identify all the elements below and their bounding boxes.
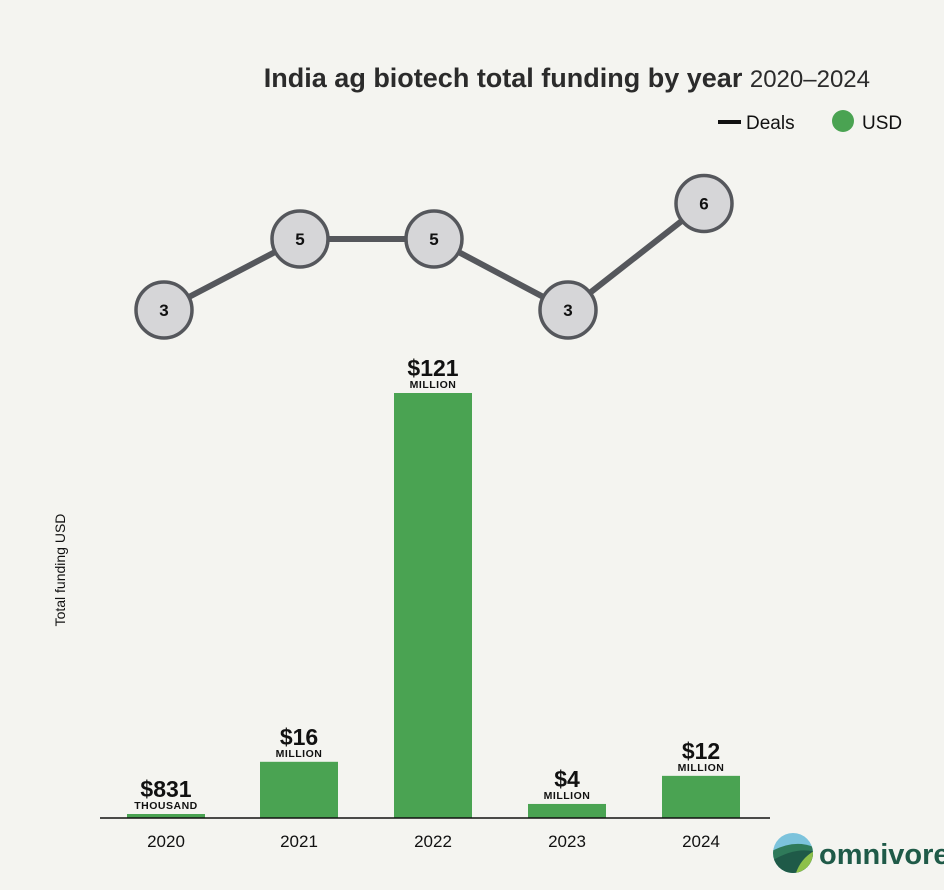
x-tick-label: 2024 xyxy=(682,832,720,851)
deal-count-label: 3 xyxy=(159,301,168,320)
x-tick-label: 2023 xyxy=(548,832,586,851)
deal-count-label: 6 xyxy=(699,195,708,214)
bar-value-label: $4 xyxy=(554,766,580,792)
legend: Deals USD xyxy=(718,110,902,134)
deal-point-2024 xyxy=(674,173,734,234)
deal-count-label: 5 xyxy=(429,230,438,249)
deal-point-2020 xyxy=(134,280,194,340)
bar-value-label: $831 xyxy=(140,776,191,802)
chart-title: India ag biotech total funding by year 2… xyxy=(264,63,870,93)
deal-count-label: 3 xyxy=(563,301,572,320)
legend-usd-label: USD xyxy=(862,113,902,134)
deal-point-2023 xyxy=(538,280,598,340)
legend-usd-swatch xyxy=(832,110,854,132)
bar-2024 xyxy=(662,775,740,818)
bar-unit-label: THOUSAND xyxy=(134,800,198,812)
bar-value-label: $16 xyxy=(280,724,318,750)
deal-point-2022 xyxy=(404,209,464,269)
x-tick-label: 2022 xyxy=(414,832,452,851)
x-tick-label: 2020 xyxy=(147,832,185,851)
deal-point-2021 xyxy=(270,209,330,269)
bar-unit-label: MILLION xyxy=(276,748,323,760)
bar-2022 xyxy=(394,393,472,818)
bar-value-label: $12 xyxy=(682,738,720,764)
bar-2023 xyxy=(528,803,606,818)
bar-unit-label: MILLION xyxy=(544,790,591,802)
bar-2020 xyxy=(127,814,205,818)
bar-unit-label: MILLION xyxy=(410,379,457,391)
bar-2021 xyxy=(260,761,338,818)
legend-deals-swatch xyxy=(718,120,741,124)
legend-deals-label: Deals xyxy=(746,113,795,134)
brand-name: omnivore xyxy=(819,839,944,871)
bar-unit-label: MILLION xyxy=(678,762,725,774)
x-tick-label: 2021 xyxy=(280,832,318,851)
deal-count-label: 5 xyxy=(295,230,304,249)
omnivore-logo: omnivore xyxy=(773,833,944,873)
bar-value-label: $121 xyxy=(407,355,458,381)
y-axis-label: Total funding USD xyxy=(52,514,68,627)
